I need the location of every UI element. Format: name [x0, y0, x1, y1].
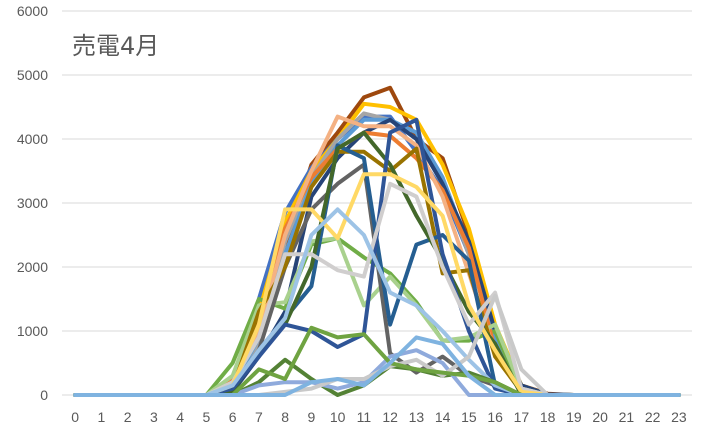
y-axis-tick-labels: 0 1000 2000 3000 4000 5000 6000: [17, 3, 48, 403]
x-tick-label: 0: [71, 409, 79, 425]
series-line-22: [75, 328, 679, 395]
x-tick-label: 11: [357, 409, 372, 425]
x-tick-label: 3: [150, 409, 158, 425]
x-tick-label: 22: [645, 409, 661, 425]
x-tick-label: 19: [566, 409, 582, 425]
x-tick-label: 16: [487, 409, 503, 425]
x-tick-label: 8: [281, 409, 289, 425]
x-tick-label: 1: [97, 409, 105, 425]
series-line-19: [75, 360, 679, 395]
x-tick-label: 4: [176, 409, 184, 425]
y-tick-label: 2000: [17, 259, 48, 275]
x-tick-label: 7: [255, 409, 263, 425]
x-tick-label: 13: [409, 409, 425, 425]
x-tick-label: 6: [229, 409, 237, 425]
series-lines: [75, 88, 679, 395]
x-tick-label: 15: [461, 409, 477, 425]
series-line-17: [75, 174, 679, 395]
y-tick-label: 0: [40, 387, 48, 403]
series-line-21: [75, 296, 679, 395]
series-line-11: [75, 165, 679, 395]
x-axis-tick-labels: 0 1 2 3 4 5 6 7 8 9 10 11 12 13 14 15 16 17 18 19 20 21 22 23: [71, 409, 687, 425]
x-tick-label: 12: [382, 409, 398, 425]
x-tick-label: 20: [592, 409, 608, 425]
y-tick-label: 1000: [17, 323, 48, 339]
x-tick-label: 21: [619, 409, 635, 425]
x-tick-label: 2: [124, 409, 132, 425]
x-tick-label: 17: [514, 409, 530, 425]
y-tick-label: 5000: [17, 67, 48, 83]
y-tick-label: 6000: [17, 3, 48, 19]
x-tick-label: 10: [330, 409, 346, 425]
x-tick-label: 14: [435, 409, 451, 425]
y-tick-label: 4000: [17, 131, 48, 147]
x-tick-label: 23: [671, 409, 687, 425]
x-tick-label: 18: [540, 409, 556, 425]
x-tick-label: 9: [307, 409, 315, 425]
gridlines: [62, 11, 692, 395]
x-tick-label: 5: [202, 409, 210, 425]
y-tick-label: 3000: [17, 195, 48, 211]
